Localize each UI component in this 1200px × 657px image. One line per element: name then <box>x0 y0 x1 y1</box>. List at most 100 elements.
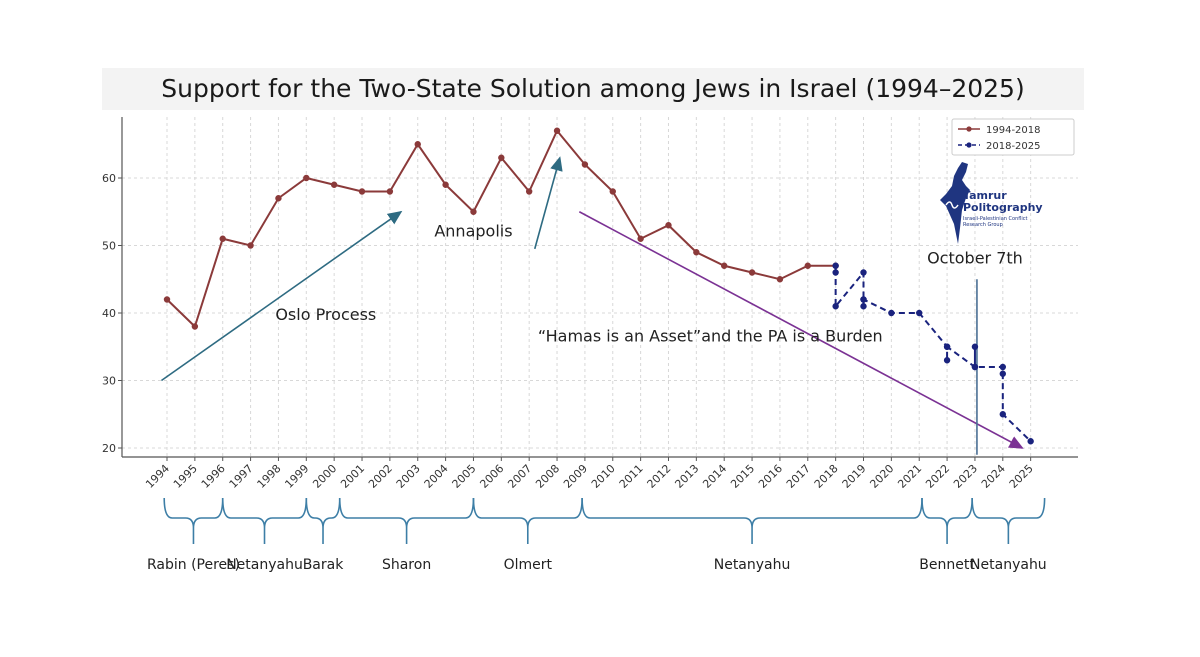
data-point <box>748 269 756 276</box>
data-point <box>860 303 867 310</box>
period-label: Barak <box>303 557 345 573</box>
legend-marker <box>966 126 972 132</box>
data-point <box>804 262 811 269</box>
data-point <box>581 161 589 168</box>
data-point <box>247 242 254 249</box>
x-tick-label: 2014 <box>700 462 729 491</box>
x-tick-label: 2000 <box>310 462 339 491</box>
x-tick-label: 1997 <box>227 462 256 491</box>
annotation-arrow <box>533 156 563 250</box>
series <box>163 127 1034 445</box>
data-point <box>414 141 421 148</box>
period-label: Olmert <box>504 557 553 573</box>
y-tick-label: 40 <box>102 307 116 320</box>
data-point <box>916 309 923 317</box>
period-brace <box>338 497 475 544</box>
logo-line1: Tamrur <box>963 189 1007 202</box>
x-tick-label: 2003 <box>394 462 423 491</box>
data-point <box>943 343 951 350</box>
data-point <box>358 188 366 195</box>
data-point <box>470 208 477 215</box>
map-logo-icon <box>940 162 970 244</box>
data-point <box>943 357 951 364</box>
logo-line2: Politography <box>963 201 1043 214</box>
x-tick-label: 2016 <box>756 462 785 491</box>
title-band <box>102 68 1084 110</box>
period-label: Rabin (Peres) <box>147 557 240 573</box>
x-tick-label: 2019 <box>840 462 869 491</box>
data-point <box>1027 438 1034 445</box>
data-point <box>525 188 533 195</box>
period-brace <box>971 497 1046 544</box>
period-label: Bennett <box>919 557 975 573</box>
x-tick-label: 2013 <box>672 462 701 491</box>
data-point <box>498 154 505 161</box>
data-point <box>860 269 867 276</box>
period-braces: Rabin (Peres)Netanyahu Barak Sharon Olmert N… <box>147 497 1047 573</box>
annotation-label: October 7th <box>927 249 1023 268</box>
period-brace <box>581 497 923 544</box>
y-tick-label: 30 <box>102 375 116 388</box>
period-brace <box>221 497 308 544</box>
x-tick-label: 2017 <box>784 462 813 491</box>
period-label: Netanyahu <box>226 557 303 573</box>
x-tick-label: 2009 <box>561 462 590 491</box>
data-point <box>860 296 867 303</box>
data-point <box>163 296 171 303</box>
x-tick-label: 1994 <box>143 462 172 491</box>
x-tick-label: 2001 <box>338 462 367 491</box>
trend-line <box>578 211 1024 449</box>
annotation-label: Oslo Process <box>275 305 376 324</box>
annotation-label: “Hamas is an Asset”and the PA is a Burde… <box>538 326 883 345</box>
x-tick-label: 2021 <box>895 462 924 491</box>
y-tick-label: 50 <box>102 240 116 253</box>
period-brace <box>163 497 224 544</box>
axes <box>121 117 1078 458</box>
data-point <box>553 127 561 134</box>
annotation-label: Annapolis <box>434 222 512 241</box>
x-tick-label: 2011 <box>617 462 646 491</box>
x-tick-label: 2018 <box>812 462 841 491</box>
x-tick-label: 1999 <box>282 462 311 491</box>
x-tick-label: 2008 <box>533 462 562 491</box>
x-tick-label: 1995 <box>171 462 200 491</box>
data-point <box>219 235 226 242</box>
legend-label: 1994-2018 <box>986 125 1041 136</box>
x-tick-label: 2002 <box>366 462 395 491</box>
legend: 1994-2018 2018-2025 <box>951 118 1075 156</box>
data-point <box>776 276 784 283</box>
x-tick-label: 2005 <box>450 462 479 491</box>
data-point <box>999 370 1006 377</box>
period-label: Netanyahu <box>970 557 1047 573</box>
grid <box>122 117 1078 457</box>
data-point <box>303 174 310 182</box>
x-tick-label: 2015 <box>728 462 757 491</box>
x-tick-label: 2022 <box>923 462 952 491</box>
x-tick-label: 2006 <box>477 462 506 491</box>
data-point <box>275 195 282 202</box>
annotations: Oslo Process Annapolis “Hamas is an Asset”… <box>160 156 1024 455</box>
x-tick-label: 2024 <box>979 462 1008 491</box>
x-tick-label: 2012 <box>645 462 674 491</box>
data-point <box>609 188 616 195</box>
period-label: Sharon <box>382 557 431 573</box>
data-point <box>386 188 394 195</box>
data-point <box>832 269 839 276</box>
period-brace <box>305 497 341 544</box>
data-point <box>832 262 839 269</box>
data-point <box>888 309 895 317</box>
data-point <box>971 363 979 371</box>
logo-line3: Israeli-Palestinian Conflict Research Gr… <box>963 216 1028 228</box>
annotation-arrow <box>160 210 403 382</box>
data-point <box>999 363 1006 371</box>
data-point <box>971 343 979 350</box>
period-brace <box>921 497 973 544</box>
x-tick-label: 2023 <box>951 462 980 491</box>
y-tick-label: 20 <box>102 442 116 455</box>
x-tick-label: 2007 <box>505 462 534 491</box>
x-tick-label: 2004 <box>422 462 451 491</box>
data-point <box>330 181 338 188</box>
data-point <box>665 222 672 229</box>
